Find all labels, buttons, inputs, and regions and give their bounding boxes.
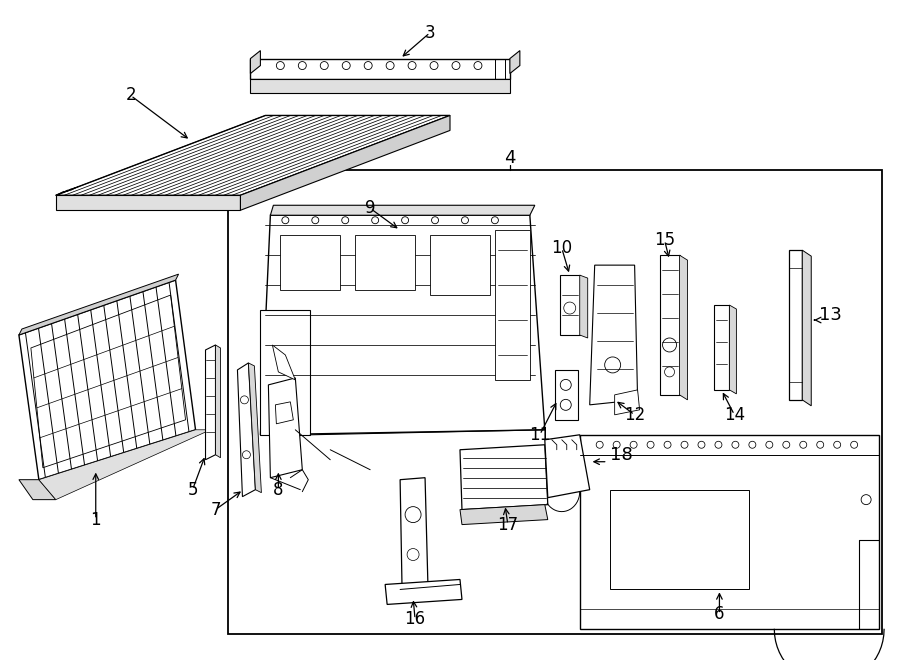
Text: 3: 3 (425, 24, 436, 42)
Text: 17: 17 (498, 516, 518, 533)
Text: 15: 15 (654, 231, 675, 249)
Polygon shape (580, 435, 879, 629)
Polygon shape (240, 116, 450, 210)
Polygon shape (39, 430, 211, 500)
Bar (229, 171, 882, 635)
Polygon shape (215, 345, 220, 457)
Text: 10: 10 (551, 239, 572, 257)
Polygon shape (260, 310, 310, 435)
Polygon shape (590, 265, 637, 405)
Text: 2: 2 (125, 87, 136, 104)
Text: 6: 6 (715, 605, 724, 623)
Polygon shape (250, 59, 510, 79)
Polygon shape (273, 345, 295, 380)
Polygon shape (400, 478, 428, 592)
Polygon shape (680, 255, 688, 400)
Polygon shape (250, 51, 260, 73)
Polygon shape (802, 250, 811, 406)
Polygon shape (260, 215, 544, 435)
Text: 4: 4 (504, 149, 516, 167)
Polygon shape (544, 435, 590, 498)
Polygon shape (729, 305, 736, 394)
Polygon shape (715, 305, 729, 390)
Polygon shape (248, 363, 261, 492)
Polygon shape (19, 480, 56, 500)
Polygon shape (460, 504, 548, 525)
Text: 16: 16 (404, 610, 426, 629)
Polygon shape (205, 345, 215, 460)
Polygon shape (275, 402, 293, 424)
Polygon shape (268, 378, 302, 478)
Text: 11: 11 (529, 426, 551, 444)
Polygon shape (495, 230, 530, 380)
Text: 1: 1 (90, 510, 101, 529)
Text: 12: 12 (624, 406, 645, 424)
Polygon shape (270, 206, 535, 215)
Polygon shape (510, 51, 520, 73)
Polygon shape (250, 79, 510, 93)
Text: 13: 13 (819, 306, 842, 324)
Polygon shape (789, 250, 802, 400)
Text: 5: 5 (187, 481, 198, 498)
Polygon shape (19, 274, 178, 335)
Polygon shape (615, 390, 640, 415)
Polygon shape (660, 255, 680, 395)
Text: 9: 9 (364, 199, 375, 217)
Polygon shape (356, 235, 415, 290)
Text: 8: 8 (273, 481, 284, 498)
Text: 18: 18 (609, 446, 633, 464)
Polygon shape (460, 445, 548, 510)
Text: 7: 7 (211, 500, 220, 519)
Polygon shape (385, 580, 462, 604)
Polygon shape (560, 275, 580, 335)
Polygon shape (554, 370, 578, 420)
Polygon shape (430, 235, 490, 295)
Text: 14: 14 (724, 406, 745, 424)
Polygon shape (56, 116, 450, 195)
Polygon shape (580, 275, 588, 338)
Polygon shape (56, 195, 240, 210)
Polygon shape (19, 280, 195, 480)
Polygon shape (238, 363, 256, 496)
Polygon shape (281, 235, 340, 290)
